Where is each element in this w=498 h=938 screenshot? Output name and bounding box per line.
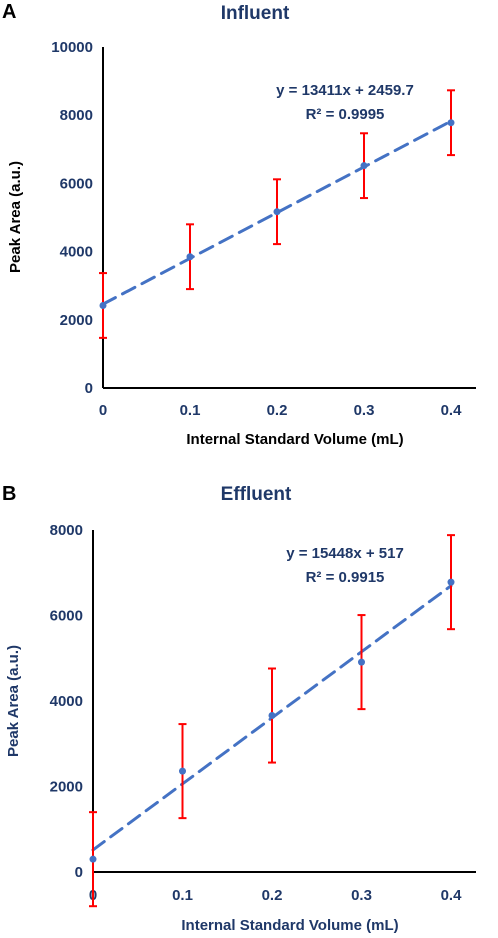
y-tick-label: 0: [75, 864, 83, 881]
y-tick-label: 6000: [60, 175, 93, 192]
x-tick-label: 0.2: [262, 887, 283, 904]
y-tick-label: 2000: [60, 312, 93, 329]
x-tick-label: 0.3: [354, 402, 375, 419]
x-tick-label: 0.4: [441, 887, 463, 904]
data-point: [89, 855, 97, 863]
chart-panel-a: Influent 0 2000 4000 6000 8000 10000 0 0.1 0.2 0.3…: [7, 3, 476, 448]
r-squared-label: R² = 0.9995: [306, 106, 385, 123]
data-point: [99, 301, 107, 309]
y-tick-label: 4000: [60, 244, 93, 261]
data-point: [273, 208, 281, 216]
trendline-equation: y = 13411x + 2459.7: [276, 82, 414, 99]
x-tick-label: 0.1: [180, 402, 201, 419]
y-tick-label: 10000: [51, 39, 93, 56]
data-point: [179, 767, 186, 775]
x-tick-label: 0.4: [441, 402, 463, 419]
chart-panel-b: Effluent0200040006000800000.10.20.30.4In…: [5, 484, 476, 934]
panel-letter-b: B: [2, 483, 16, 505]
y-axis-title: Peak Area (a.u.): [5, 645, 22, 757]
y-tick-label: 8000: [60, 107, 93, 124]
data-point: [358, 658, 365, 666]
data-point: [360, 162, 368, 170]
data-point: [186, 253, 194, 261]
y-tick-label: 0: [85, 380, 93, 397]
data-point: [447, 119, 455, 127]
data-point: [268, 712, 276, 720]
r-squared-label: R² = 0.9915: [306, 569, 385, 586]
x-tick-label: 0.3: [351, 887, 372, 904]
panel-letter-a: A: [2, 1, 16, 23]
x-axis-title: Internal Standard Volume (mL): [181, 917, 398, 934]
trendline-equation: y = 15448x + 517: [286, 545, 404, 562]
y-tick-label: 4000: [50, 693, 83, 710]
x-tick-label: 0.1: [172, 887, 193, 904]
x-tick-label: 0.2: [267, 402, 288, 419]
data-point: [447, 578, 455, 586]
x-axis-title: Internal Standard Volume (mL): [186, 431, 403, 448]
y-tick-label: 2000: [50, 779, 83, 796]
chart-title: Effluent: [221, 484, 292, 505]
chart-title: Influent: [221, 3, 290, 24]
y-tick-label: 8000: [50, 522, 83, 539]
x-tick-label: 0: [99, 402, 107, 419]
y-axis-title: Peak Area (a.u.): [7, 161, 24, 273]
y-tick-label: 6000: [50, 608, 83, 625]
